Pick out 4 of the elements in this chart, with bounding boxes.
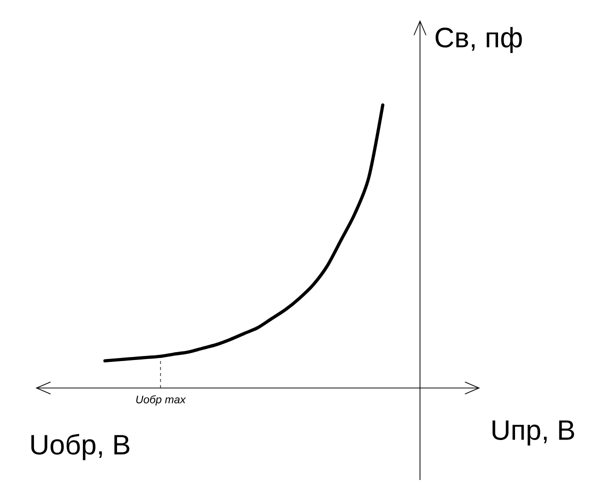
text: Uобр, В [31,434,130,460]
y-axis-title: Св, пф [436,26,522,54]
annotation: Uобр max [136,395,186,406]
x-axis-title: Uпр, В [492,420,574,446]
